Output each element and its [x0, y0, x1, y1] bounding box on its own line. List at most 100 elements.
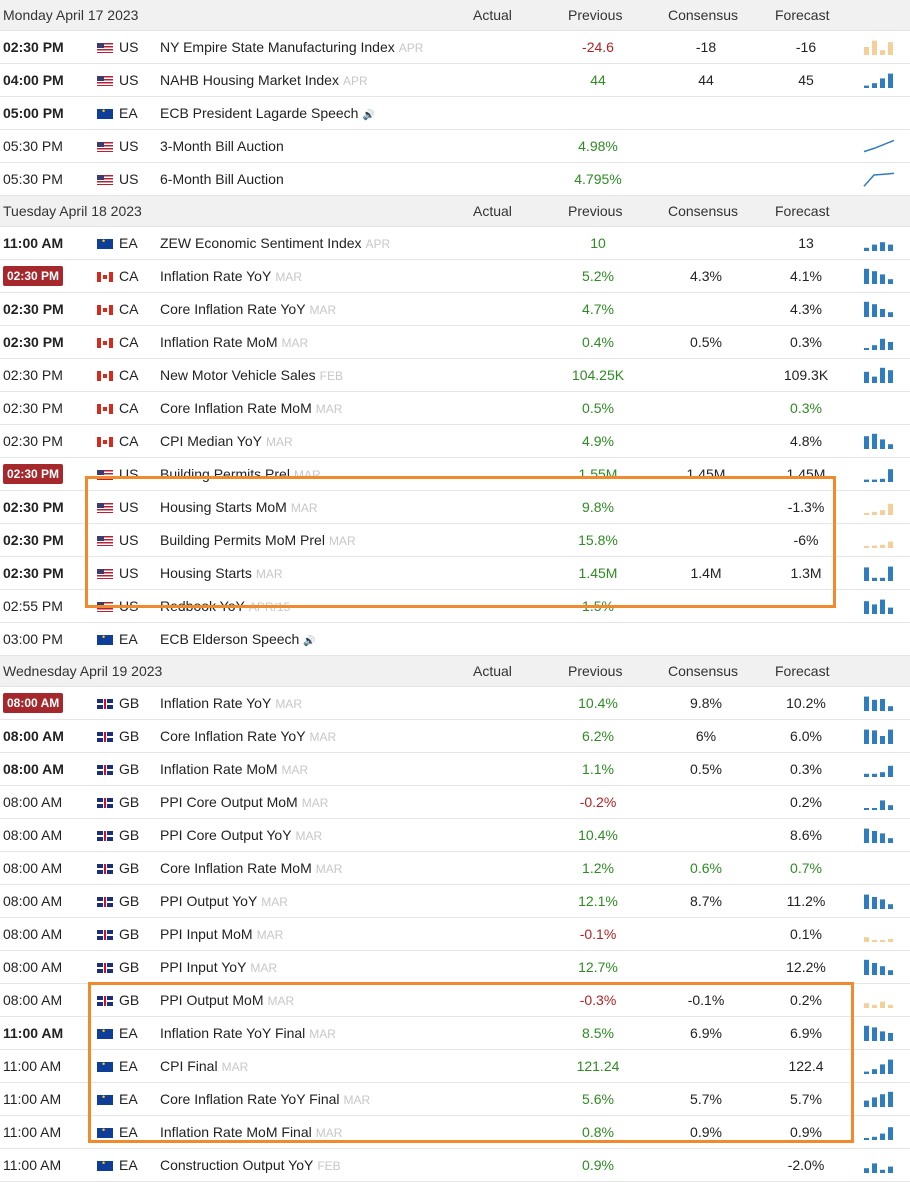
sparkline-chart: [864, 828, 893, 843]
sparkline-bar: [880, 599, 885, 614]
event-row[interactable]: 02:55 PM US Redbook YoY APR/15 1.5%: [0, 590, 910, 623]
event-row[interactable]: 02:30 PM US Building Permits Prel MAR 1.55M 1…: [0, 458, 910, 491]
event-name-link[interactable]: Inflation Rate YoY Final MAR: [160, 1025, 336, 1041]
event-name-link[interactable]: Inflation Rate MoM MAR: [160, 334, 308, 350]
event-row[interactable]: 02:30 PM CA Core Inflation Rate MoM MAR 0.5%…: [0, 392, 910, 425]
country-code: CA: [119, 268, 139, 284]
event-row[interactable]: 05:00 PM EA ECB President Lagarde Speech🔊: [0, 97, 910, 130]
event-name-link[interactable]: PPI Core Output YoY MAR: [160, 827, 322, 843]
event-name-link[interactable]: ECB President Lagarde Speech 🔊: [160, 105, 375, 121]
event-name-link[interactable]: 3-Month Bill Auction: [160, 138, 284, 154]
event-row[interactable]: 02:30 PM CA New Motor Vehicle Sales FEB 104.…: [0, 359, 910, 392]
forecast-value: -6%: [793, 532, 819, 548]
col-consensus: Consensus: [668, 663, 739, 679]
reference-period: MAR: [309, 1027, 336, 1041]
event-name-link[interactable]: ZEW Economic Sentiment Index APR: [160, 235, 390, 251]
event-name-link[interactable]: Core Inflation Rate YoY Final MAR: [160, 1091, 370, 1107]
event-row[interactable]: 02:30 PM CA CPI Median YoY MAR 4.9% 4.8%: [0, 425, 910, 458]
sparkline-chart: [863, 139, 895, 153]
event-row[interactable]: 05:30 PM US 3-Month Bill Auction 4.98%: [0, 130, 910, 163]
day-header: Tuesday April 18 2023 Actual Previous Conse…: [0, 196, 910, 227]
event-name-link[interactable]: Core Inflation Rate YoY MAR: [160, 301, 336, 317]
forecast-value: 4.3%: [790, 301, 822, 317]
event-name-link[interactable]: NY Empire State Manufacturing Index APR: [160, 39, 423, 55]
event-time: 11:00 AM: [3, 1058, 62, 1074]
country-code: US: [119, 565, 139, 581]
country-code: GB: [119, 761, 140, 777]
country-code: EA: [119, 1025, 138, 1041]
flag-ea-icon: [97, 1125, 113, 1138]
event-row[interactable]: 02:30 PM US Housing Starts MAR 1.45M 1.4M 1.3M: [0, 557, 910, 590]
event-row[interactable]: 08:00 AM GB Core Inflation Rate MoM MAR 1.2%…: [0, 852, 910, 885]
event-row[interactable]: 02:30 PM CA Core Inflation Rate YoY MAR 4.7%…: [0, 293, 910, 326]
event-row[interactable]: 03:00 PM EA ECB Elderson Speech🔊: [0, 623, 910, 656]
event-name-link[interactable]: PPI Input MoM MAR: [160, 926, 283, 942]
event-row[interactable]: 11:00 AM EA ZEW Economic Sentiment IndexAP…: [0, 227, 910, 260]
sparkline-chart: [863, 172, 895, 187]
event-name-link[interactable]: Inflation Rate MoM Final MAR: [160, 1124, 342, 1140]
sparkline-bar: [872, 699, 877, 711]
event-row[interactable]: 02:30 PM CA Inflation Rate MoM MAR 0.4% 0.5% 0…: [0, 326, 910, 359]
event-name-link[interactable]: Building Permits Prel MAR: [160, 466, 321, 482]
event-name-link[interactable]: Construction Output YoY FEB: [160, 1157, 341, 1173]
event-name-link[interactable]: CPI Median YoY MAR: [160, 433, 293, 449]
event-name-link[interactable]: Inflation Rate YoY MAR: [160, 695, 302, 711]
event-row[interactable]: 05:30 PM US 6-Month Bill Auction 4.795%: [0, 163, 910, 196]
event-name-link[interactable]: PPI Output MoM MAR: [160, 992, 294, 1008]
sparkline-chart: [864, 1059, 893, 1074]
event-name-link[interactable]: PPI Core Output MoM MAR: [160, 794, 328, 810]
event-row[interactable]: 02:30 PM US NY Empire State Manufacturing …: [0, 31, 910, 64]
event-name: NAHB Housing Market Index: [160, 72, 339, 88]
event-name-link[interactable]: CPI Final MAR: [160, 1058, 248, 1074]
event-name-link[interactable]: Building Permits MoM Prel MAR: [160, 532, 356, 548]
event-name-link[interactable]: Housing Starts MAR: [160, 565, 283, 581]
event-row[interactable]: 11:00 AM EA Core Inflation Rate YoY FinalM…: [0, 1083, 910, 1116]
event-row[interactable]: 08:00 AM GB PPI Core Output MoM MAR -0.2% 0.2…: [0, 786, 910, 819]
forecast-value: 0.7%: [790, 860, 822, 876]
event-name-link[interactable]: Inflation Rate YoY MAR: [160, 268, 302, 284]
event-row[interactable]: 02:30 PM US Housing Starts MoM MAR 9.8% -1.3%: [0, 491, 910, 524]
event-name-link[interactable]: New Motor Vehicle Sales FEB: [160, 367, 343, 383]
sparkline-bar: [888, 566, 893, 581]
forecast-value: 1.45M: [786, 466, 826, 482]
event-name-link[interactable]: PPI Input YoY MAR: [160, 959, 277, 975]
sparkline-chart: [864, 894, 893, 909]
event-row[interactable]: 08:00 AM GB PPI Core Output YoY MAR 10.4% 8.6…: [0, 819, 910, 852]
event-name-link[interactable]: PPI Output YoY MAR: [160, 893, 288, 909]
event-name-link[interactable]: Core Inflation Rate YoY MAR: [160, 728, 336, 744]
event-name-link[interactable]: 6-Month Bill Auction: [160, 171, 284, 187]
day-section: Tuesday April 18 2023 Actual Previous Conse…: [0, 196, 910, 656]
sparkline-bar: [888, 1059, 893, 1074]
event-name-link[interactable]: Core Inflation Rate MoM MAR: [160, 860, 342, 876]
event-row[interactable]: 08:00 AM GB PPI Input YoY MAR 12.7% 12.2%: [0, 951, 910, 984]
event-name-link[interactable]: Inflation Rate MoM MAR: [160, 761, 308, 777]
reference-period: MAR: [275, 270, 302, 284]
sparkline-bar: [872, 831, 877, 843]
sparkline-bar: [880, 439, 885, 449]
previous-value: -0.3%: [579, 992, 617, 1008]
sparkline-bar: [872, 345, 877, 350]
event-name-link[interactable]: Housing Starts MoM MAR: [160, 499, 318, 515]
event-row[interactable]: 04:00 PM US NAHB Housing Market Index APR 44…: [0, 64, 910, 97]
event-row[interactable]: 08:00 AM GB PPI Input MoM MAR -0.1% 0.1%: [0, 918, 910, 951]
sparkline-bar: [864, 513, 869, 515]
event-name-link[interactable]: Core Inflation Rate MoM MAR: [160, 400, 342, 416]
event-name-link[interactable]: Redbook YoY APR/15: [160, 598, 290, 614]
event-row[interactable]: 08:00 AM GB Inflation Rate MoM MAR 1.1% 0.5% 0…: [0, 753, 910, 786]
event-row[interactable]: 08:00 AM GB PPI Output MoM MAR -0.3% -0.1% 0.2…: [0, 984, 910, 1017]
event-row[interactable]: 02:30 PM US Building Permits MoM Prel MAR 15…: [0, 524, 910, 557]
event-name-link[interactable]: ECB Elderson Speech 🔊: [160, 631, 316, 647]
event-time: 02:30 PM: [3, 334, 64, 350]
event-row[interactable]: 08:00 AM GB PPI Output YoY MAR 12.1% 8.7% 11.2…: [0, 885, 910, 918]
sparkline-bar: [872, 1069, 877, 1074]
event-name-link[interactable]: NAHB Housing Market Index APR: [160, 72, 368, 88]
event-row[interactable]: 02:30 PM CA Inflation Rate YoY MAR 5.2% 4.3% 4…: [0, 260, 910, 293]
sparkline-chart: [864, 40, 893, 55]
event-row[interactable]: 08:00 AM GB Inflation Rate YoY MAR 10.4% 9.8%…: [0, 687, 910, 720]
event-row[interactable]: 08:00 AM GB Core Inflation Rate YoY MAR 6.2%…: [0, 720, 910, 753]
consensus-value: 4.3%: [690, 268, 722, 284]
